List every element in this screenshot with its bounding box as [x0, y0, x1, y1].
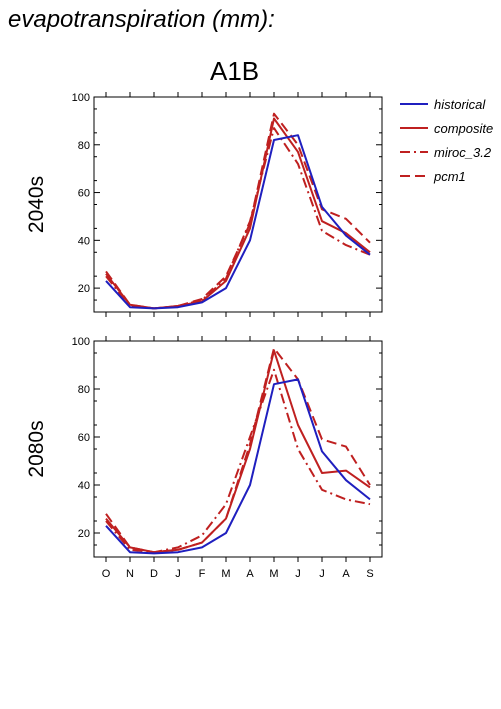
- series-line-pcm1: [105, 347, 371, 554]
- panel-title: A1B: [210, 56, 260, 86]
- legend: historical composite miroc_3.2 pcm1: [400, 97, 493, 184]
- y-tick-label: 60: [78, 188, 90, 200]
- x-tick-label: J: [319, 568, 325, 580]
- x-tick-label: O: [102, 568, 111, 580]
- y-tick-label: 80: [78, 384, 90, 396]
- x-tick-label: F: [199, 568, 206, 580]
- plot-frame: [93, 96, 383, 313]
- series-line-pcm1: [105, 112, 371, 310]
- y-axis-label: 2040s: [25, 176, 48, 233]
- series-line-historical: [105, 378, 371, 555]
- series-line-composite: [105, 349, 371, 554]
- x-tick-label: A: [342, 568, 350, 580]
- y-tick-label: 20: [78, 528, 90, 540]
- y-tick-label: 100: [72, 336, 90, 348]
- x-tick-label: N: [126, 568, 134, 580]
- legend-label-miroc-3-2: miroc_3.2: [434, 145, 492, 160]
- figure-title: evapotranspiration (mm):: [8, 6, 275, 33]
- x-tick-label: D: [150, 568, 158, 580]
- x-tick-label: S: [366, 568, 373, 580]
- x-tick-label: M: [221, 568, 230, 580]
- plot-frame: [93, 340, 383, 558]
- plot-2040s: 20 40 60 80 100 2040s: [25, 92, 383, 317]
- x-tick-label: J: [175, 568, 181, 580]
- legend-label-pcm1: pcm1: [433, 169, 466, 184]
- y-axis-label: 2080s: [25, 420, 48, 477]
- y-tick-label: 40: [78, 235, 90, 247]
- y-tick-label: 60: [78, 432, 90, 444]
- series-line-miroc-3-2: [105, 368, 371, 554]
- x-tick-label: J: [295, 568, 301, 580]
- legend-label-historical: historical: [434, 97, 486, 112]
- y-tick-label: 40: [78, 480, 90, 492]
- y-tick-label: 80: [78, 140, 90, 152]
- y-tick-label: 20: [78, 283, 90, 295]
- series-line-miroc-3-2: [105, 127, 371, 310]
- series-line-historical: [105, 134, 371, 310]
- x-tick-label: A: [246, 568, 254, 580]
- legend-label-composite: composite: [434, 121, 493, 136]
- y-tick-label: 100: [72, 92, 90, 104]
- plot-2080s: 20 40 60 80 100 O N D J F M A M J J A S 2080s: [25, 336, 383, 580]
- x-tick-label: M: [269, 568, 278, 580]
